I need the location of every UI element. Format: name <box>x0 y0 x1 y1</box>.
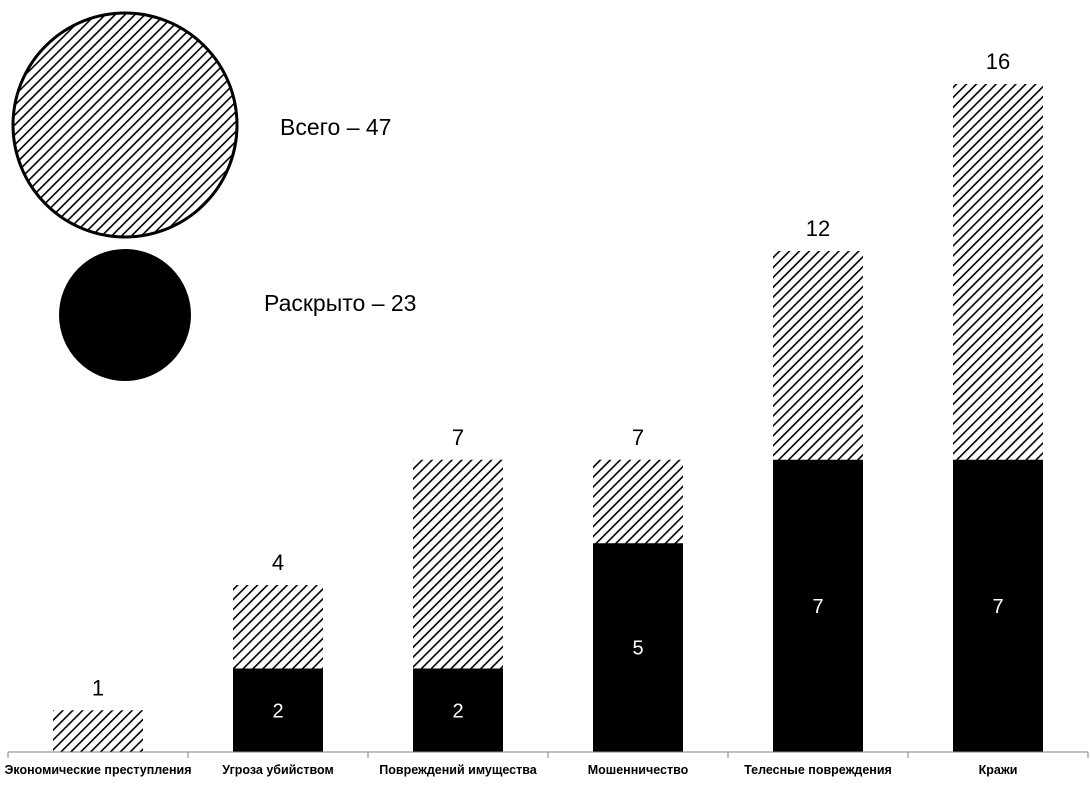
x-axis-labels: Экономические преступления Угроза убийств… <box>4 763 1017 777</box>
x-tick-label-3: Мошенничество <box>588 763 689 777</box>
x-tick-label-4: Телесные повреждения <box>744 763 892 777</box>
legend-hatched-circle-icon <box>11 11 239 239</box>
data-label-solved-3: 5 <box>632 638 643 660</box>
data-label-total-1: 4 <box>272 550 284 575</box>
data-label-total-3: 7 <box>632 425 644 450</box>
data-label-solved-1: 2 <box>272 700 283 722</box>
bar-solved-3 <box>593 543 683 752</box>
bar-total-0 <box>53 710 143 752</box>
data-label-solved-5: 7 <box>992 596 1003 618</box>
legend-item-solved: Раскрыто – 23 <box>264 290 416 316</box>
bar-solved-1 <box>233 668 323 752</box>
x-axis-ticks <box>7 752 1089 758</box>
x-tick-label-5: Кражи <box>979 763 1018 777</box>
legend-solid-circle-icon <box>59 249 191 381</box>
data-label-total-5: 16 <box>986 49 1010 74</box>
x-tick-label-2: Повреждений имущества <box>379 763 538 777</box>
legend-item-total: Всего – 47 <box>280 114 391 140</box>
data-label-solved-2: 2 <box>452 700 463 722</box>
data-label-total-0: 1 <box>92 675 104 700</box>
legend: Всего – 47 Раскрыто – 23 <box>11 11 416 381</box>
x-tick-label-0: Экономические преступления <box>4 763 191 777</box>
data-label-total-4: 12 <box>806 216 830 241</box>
x-tick-label-1: Угроза убийством <box>222 763 333 777</box>
bar-solved-4 <box>773 459 863 752</box>
bars-group <box>53 84 1043 752</box>
bar-solved-5 <box>953 459 1043 752</box>
data-label-total-2: 7 <box>452 425 464 450</box>
data-label-solved-4: 7 <box>812 596 823 618</box>
bar-solved-2 <box>413 668 503 752</box>
